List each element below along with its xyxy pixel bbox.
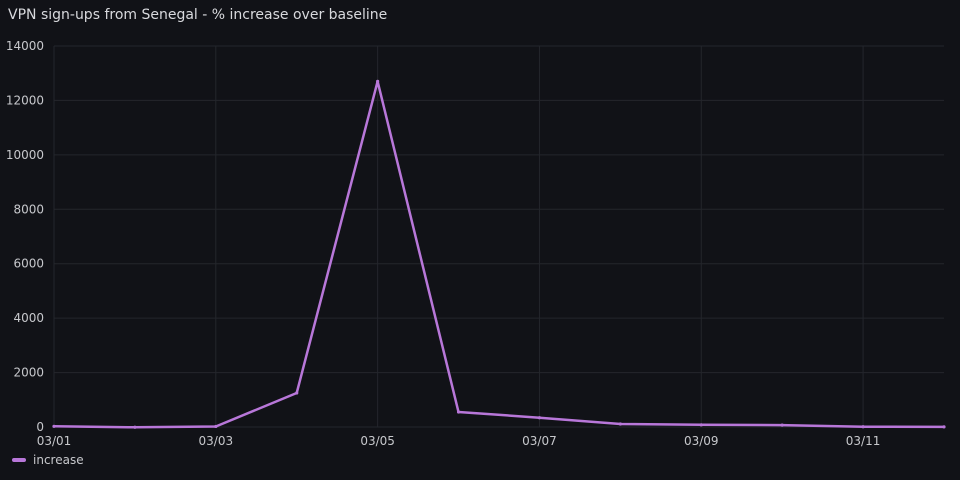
data-point[interactable] [214, 424, 218, 429]
panel-title: VPN sign-ups from Senegal - % increase o… [8, 7, 388, 23]
data-point[interactable] [456, 410, 461, 414]
x-tick-label: 03/05 [360, 434, 395, 448]
y-tick-label: 14000 [6, 39, 44, 53]
y-axis: 0 2000 4000 6000 8000 10000 12000 14000 [6, 39, 44, 434]
data-point[interactable] [942, 425, 946, 429]
y-tick-label: 12000 [6, 93, 44, 107]
data-point[interactable] [861, 425, 865, 429]
x-tick-label: 03/07 [522, 434, 557, 448]
y-tick-label: 0 [36, 420, 44, 434]
data-point[interactable] [618, 422, 622, 426]
y-tick-label: 2000 [13, 366, 44, 380]
data-point[interactable] [52, 424, 56, 428]
y-tick-label: 4000 [13, 311, 44, 325]
legend-label: increase [33, 453, 84, 467]
data-point[interactable] [699, 423, 703, 427]
x-tick-label: 03/01 [37, 434, 72, 448]
data-point[interactable] [537, 416, 542, 420]
series-line[interactable] [52, 80, 946, 429]
x-axis: 03/01 03/03 03/05 03/07 03/09 03/11 [37, 434, 881, 448]
legend-item-increase[interactable]: increase [12, 453, 84, 467]
data-point[interactable] [376, 79, 380, 83]
series-increase[interactable] [52, 79, 946, 429]
x-tick-label: 03/09 [684, 434, 719, 448]
y-tick-label: 10000 [6, 148, 44, 162]
x-tick-label: 03/11 [846, 434, 881, 448]
y-tick-label: 6000 [13, 257, 44, 271]
y-tick-label: 8000 [13, 202, 44, 216]
grid-lines [53, 45, 944, 428]
data-point[interactable] [780, 423, 784, 427]
x-tick-label: 03/03 [199, 434, 234, 448]
data-point[interactable] [133, 425, 137, 429]
legend-swatch [12, 458, 26, 462]
data-point[interactable] [295, 391, 299, 395]
